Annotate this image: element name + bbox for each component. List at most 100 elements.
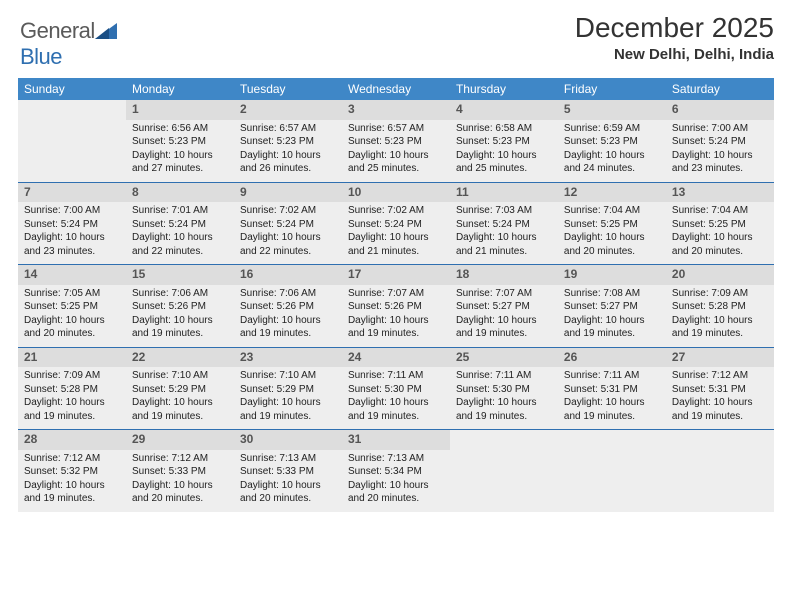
calendar-cell: 25Sunrise: 7:11 AMSunset: 5:30 PMDayligh… — [450, 347, 558, 430]
day-details: Sunrise: 7:11 AMSunset: 5:30 PMDaylight:… — [342, 367, 450, 429]
sunrise-text: Sunrise: 7:11 AM — [564, 369, 660, 383]
daylight-text: Daylight: 10 hours and 20 minutes. — [240, 479, 336, 506]
sunset-text: Sunset: 5:25 PM — [564, 218, 660, 232]
sunset-text: Sunset: 5:25 PM — [24, 300, 120, 314]
day-details: Sunrise: 7:00 AMSunset: 5:24 PMDaylight:… — [666, 120, 774, 182]
sunset-text: Sunset: 5:23 PM — [132, 135, 228, 149]
weekday-header: Sunday — [18, 78, 126, 100]
calendar-cell: 4Sunrise: 6:58 AMSunset: 5:23 PMDaylight… — [450, 100, 558, 182]
sunset-text: Sunset: 5:30 PM — [348, 383, 444, 397]
day-number: 8 — [126, 183, 234, 203]
calendar-cell: 13Sunrise: 7:04 AMSunset: 5:25 PMDayligh… — [666, 182, 774, 265]
calendar-cell: 10Sunrise: 7:02 AMSunset: 5:24 PMDayligh… — [342, 182, 450, 265]
sunrise-text: Sunrise: 7:10 AM — [240, 369, 336, 383]
day-details: Sunrise: 7:05 AMSunset: 5:25 PMDaylight:… — [18, 285, 126, 347]
day-number: 23 — [234, 348, 342, 368]
calendar-cell: 27Sunrise: 7:12 AMSunset: 5:31 PMDayligh… — [666, 347, 774, 430]
daylight-text: Daylight: 10 hours and 27 minutes. — [132, 149, 228, 176]
weekday-header-row: Sunday Monday Tuesday Wednesday Thursday… — [18, 78, 774, 100]
daylight-text: Daylight: 10 hours and 20 minutes. — [348, 479, 444, 506]
daylight-text: Daylight: 10 hours and 23 minutes. — [672, 149, 768, 176]
day-details: Sunrise: 7:11 AMSunset: 5:31 PMDaylight:… — [558, 367, 666, 429]
header: GeneralBlue December 2025 New Delhi, Del… — [18, 12, 774, 70]
sunrise-text: Sunrise: 7:03 AM — [456, 204, 552, 218]
sunrise-text: Sunrise: 7:06 AM — [240, 287, 336, 301]
daylight-text: Daylight: 10 hours and 22 minutes. — [132, 231, 228, 258]
calendar-row: 7Sunrise: 7:00 AMSunset: 5:24 PMDaylight… — [18, 182, 774, 265]
day-details: Sunrise: 7:02 AMSunset: 5:24 PMDaylight:… — [234, 202, 342, 264]
daylight-text: Daylight: 10 hours and 19 minutes. — [240, 314, 336, 341]
logo-text: GeneralBlue — [20, 18, 117, 70]
sunset-text: Sunset: 5:31 PM — [672, 383, 768, 397]
sunrise-text: Sunrise: 7:09 AM — [672, 287, 768, 301]
sunset-text: Sunset: 5:29 PM — [132, 383, 228, 397]
day-details: Sunrise: 6:57 AMSunset: 5:23 PMDaylight:… — [342, 120, 450, 182]
sunrise-text: Sunrise: 6:59 AM — [564, 122, 660, 136]
day-details: Sunrise: 7:06 AMSunset: 5:26 PMDaylight:… — [126, 285, 234, 347]
sunset-text: Sunset: 5:30 PM — [456, 383, 552, 397]
sunrise-text: Sunrise: 7:00 AM — [672, 122, 768, 136]
calendar-cell — [558, 430, 666, 512]
day-number: 18 — [450, 265, 558, 285]
sunset-text: Sunset: 5:28 PM — [672, 300, 768, 314]
day-number: 7 — [18, 183, 126, 203]
day-details: Sunrise: 7:01 AMSunset: 5:24 PMDaylight:… — [126, 202, 234, 264]
day-number: 5 — [558, 100, 666, 120]
sunrise-text: Sunrise: 7:10 AM — [132, 369, 228, 383]
calendar-cell: 5 Sunrise: 6:59 AMSunset: 5:23 PMDaylight… — [558, 100, 666, 182]
sunset-text: Sunset: 5:31 PM — [564, 383, 660, 397]
daylight-text: Daylight: 10 hours and 20 minutes. — [132, 479, 228, 506]
day-number: 30 — [234, 430, 342, 450]
calendar-cell: 16Sunrise: 7:06 AMSunset: 5:26 PMDayligh… — [234, 265, 342, 348]
daylight-text: Daylight: 10 hours and 24 minutes. — [564, 149, 660, 176]
sunset-text: Sunset: 5:28 PM — [24, 383, 120, 397]
day-number: 28 — [18, 430, 126, 450]
sunset-text: Sunset: 5:23 PM — [564, 135, 660, 149]
daylight-text: Daylight: 10 hours and 21 minutes. — [456, 231, 552, 258]
calendar-cell: 23Sunrise: 7:10 AMSunset: 5:29 PMDayligh… — [234, 347, 342, 430]
sunrise-text: Sunrise: 7:12 AM — [24, 452, 120, 466]
day-number: 19 — [558, 265, 666, 285]
day-number: 14 — [18, 265, 126, 285]
daylight-text: Daylight: 10 hours and 19 minutes. — [672, 396, 768, 423]
calendar-table: Sunday Monday Tuesday Wednesday Thursday… — [18, 78, 774, 512]
day-details: Sunrise: 7:03 AMSunset: 5:24 PMDaylight:… — [450, 202, 558, 264]
day-details: Sunrise: 7:02 AMSunset: 5:24 PMDaylight:… — [342, 202, 450, 264]
calendar-cell: 9Sunrise: 7:02 AMSunset: 5:24 PMDaylight… — [234, 182, 342, 265]
sunrise-text: Sunrise: 6:57 AM — [348, 122, 444, 136]
sunrise-text: Sunrise: 7:00 AM — [24, 204, 120, 218]
sunrise-text: Sunrise: 7:11 AM — [348, 369, 444, 383]
daylight-text: Daylight: 10 hours and 19 minutes. — [456, 396, 552, 423]
calendar-cell: 30Sunrise: 7:13 AMSunset: 5:33 PMDayligh… — [234, 430, 342, 512]
weekday-header: Saturday — [666, 78, 774, 100]
calendar-cell: 17Sunrise: 7:07 AMSunset: 5:26 PMDayligh… — [342, 265, 450, 348]
daylight-text: Daylight: 10 hours and 19 minutes. — [132, 314, 228, 341]
daylight-text: Daylight: 10 hours and 21 minutes. — [348, 231, 444, 258]
day-number: 17 — [342, 265, 450, 285]
sunset-text: Sunset: 5:24 PM — [240, 218, 336, 232]
sunset-text: Sunset: 5:33 PM — [240, 465, 336, 479]
day-details: Sunrise: 7:13 AMSunset: 5:34 PMDaylight:… — [342, 450, 450, 512]
day-number: 6 — [666, 100, 774, 120]
calendar-cell: 2Sunrise: 6:57 AMSunset: 5:23 PMDaylight… — [234, 100, 342, 182]
sunset-text: Sunset: 5:27 PM — [456, 300, 552, 314]
calendar-cell: 24Sunrise: 7:11 AMSunset: 5:30 PMDayligh… — [342, 347, 450, 430]
calendar-cell: 18Sunrise: 7:07 AMSunset: 5:27 PMDayligh… — [450, 265, 558, 348]
day-number: 27 — [666, 348, 774, 368]
sunrise-text: Sunrise: 7:04 AM — [564, 204, 660, 218]
day-number: 3 — [342, 100, 450, 120]
sunrise-text: Sunrise: 7:07 AM — [456, 287, 552, 301]
daylight-text: Daylight: 10 hours and 25 minutes. — [456, 149, 552, 176]
weekday-header: Monday — [126, 78, 234, 100]
day-number: 1 — [126, 100, 234, 120]
sunset-text: Sunset: 5:24 PM — [132, 218, 228, 232]
daylight-text: Daylight: 10 hours and 19 minutes. — [348, 314, 444, 341]
sunset-text: Sunset: 5:26 PM — [132, 300, 228, 314]
day-details: Sunrise: 7:06 AMSunset: 5:26 PMDaylight:… — [234, 285, 342, 347]
daylight-text: Daylight: 10 hours and 25 minutes. — [348, 149, 444, 176]
day-details: Sunrise: 7:07 AMSunset: 5:27 PMDaylight:… — [450, 285, 558, 347]
calendar-cell: 26Sunrise: 7:11 AMSunset: 5:31 PMDayligh… — [558, 347, 666, 430]
day-number: 9 — [234, 183, 342, 203]
day-number: 13 — [666, 183, 774, 203]
day-number: 29 — [126, 430, 234, 450]
